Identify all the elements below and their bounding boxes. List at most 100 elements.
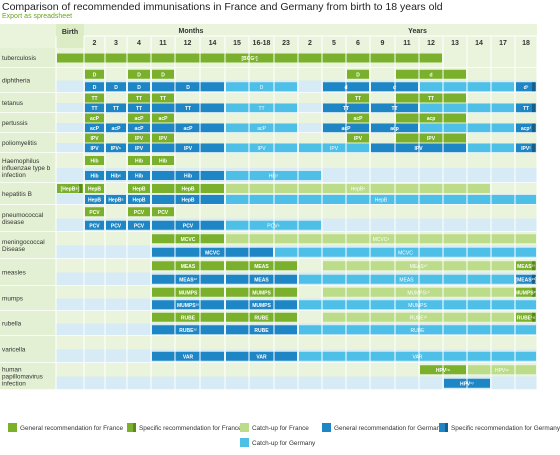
cell-france: [443, 153, 467, 168]
cell-france: [395, 205, 419, 219]
page-title: Comparison of recommended immunisations …: [2, 1, 443, 13]
bar-label: HepB: [88, 198, 101, 204]
bar-de-catchup: [275, 247, 536, 257]
cell-germany: [467, 218, 491, 232]
cell-france: [515, 336, 537, 350]
cell-france: [322, 205, 346, 219]
bar-label: MUMPS¹²: [177, 303, 199, 309]
bar-fr-general: [128, 93, 150, 103]
bar-label: IPV: [135, 136, 144, 142]
bar-fr-general: [152, 133, 174, 143]
cell-germany: [298, 123, 322, 133]
cell-germany: [443, 218, 467, 232]
cell-france: [395, 363, 419, 377]
cell-germany: [127, 272, 151, 286]
cell-france: [200, 133, 225, 143]
bar-de-general: [226, 351, 297, 361]
cell-france: [491, 68, 515, 81]
bar-label: TT: [185, 106, 191, 112]
bar-de-general: [85, 220, 104, 230]
bar-de-general: [106, 220, 126, 230]
cell-france: [105, 363, 127, 377]
cell-france: [56, 133, 84, 143]
specific-marker: [79, 184, 82, 193]
column-label: 23: [282, 40, 290, 47]
cell-france: [467, 153, 491, 168]
bar-label: RUBE: [411, 328, 426, 334]
cell-france: [298, 133, 322, 143]
bar-label: MCVC: [398, 250, 413, 256]
bar-label: PCV: [89, 210, 100, 216]
bar-de-general: [152, 220, 224, 230]
cell-france: [200, 93, 225, 103]
cell-france: [105, 153, 127, 168]
bar-label: HepB: [132, 187, 145, 193]
cell-france: [370, 336, 395, 350]
bar-de-catchup: [299, 325, 536, 335]
cell-france: [105, 311, 127, 324]
cell-france: [105, 232, 127, 246]
cell-germany: [443, 168, 467, 183]
vaccine-name: tetanus: [2, 100, 23, 107]
cell-france: [225, 93, 249, 103]
bar-label: TT: [136, 96, 142, 102]
bar-label: acp: [427, 116, 436, 122]
bar-label: acP: [135, 116, 145, 122]
cell-germany: [175, 376, 200, 390]
cell-france: [443, 48, 467, 68]
cell-france: [84, 336, 105, 350]
cell-germany: [127, 245, 151, 259]
bar-fr-general: [396, 69, 466, 79]
cell-france: [56, 93, 84, 103]
cell-france: [56, 232, 84, 246]
cell-france: [274, 363, 298, 377]
cell-france: [56, 336, 84, 350]
bar-label: acP: [112, 126, 122, 132]
bar-de-general: [128, 103, 150, 113]
bar-label: MCVC⁸: [373, 237, 390, 243]
bar-de-general: [152, 247, 273, 257]
bar-label: MEAS¹²: [179, 277, 197, 283]
column-label: 16-18: [253, 40, 271, 47]
cell-france: [443, 336, 467, 350]
column-label: 12: [427, 40, 435, 47]
vaccine-name: mumps: [2, 296, 23, 303]
cell-france: [395, 153, 419, 168]
bar-label: [HepB⁸]: [61, 187, 80, 193]
bar-label: RUBE: [254, 315, 269, 321]
bar-label: HepB: [181, 187, 194, 193]
vaccine-name: infection: [2, 172, 26, 179]
cell-germany: [370, 376, 395, 390]
cell-france: [515, 183, 537, 194]
bar-fr-specific: [516, 312, 536, 322]
cell-france: [249, 113, 274, 123]
legend-swatch: [322, 423, 331, 432]
cell-france: [274, 205, 298, 219]
bar-de-specific: [516, 123, 536, 133]
vaccine-name: poliomyelitis: [2, 140, 37, 147]
cell-france: [491, 336, 515, 350]
bar-label: IPV²: [521, 146, 531, 152]
bar-label: HepB⁶: [108, 198, 123, 204]
bar-de-specific: [516, 103, 536, 113]
bar-de-catchup: [226, 82, 297, 92]
bar-label: TT: [91, 106, 97, 112]
cell-france: [491, 93, 515, 103]
cell-germany: [395, 218, 419, 232]
bar-fr-general: [347, 113, 369, 123]
months-header: Months: [179, 28, 204, 35]
bar-label: D: [260, 85, 264, 91]
column-label: 6: [356, 40, 360, 47]
specific-marker: [532, 261, 535, 271]
cell-france: [467, 205, 491, 219]
bar-fr-general: [396, 113, 466, 123]
bar-de-general: [152, 171, 224, 180]
cell-france: [225, 113, 249, 123]
bar-label: IPV: [354, 136, 363, 142]
cell-france: [175, 68, 200, 81]
bar-de-general: [152, 123, 224, 133]
export-link[interactable]: Export as spreadsheet: [2, 13, 73, 20]
bar-label: Hib: [135, 174, 143, 180]
cell-germany: [84, 323, 105, 336]
vaccine-name-cell: [0, 336, 56, 363]
